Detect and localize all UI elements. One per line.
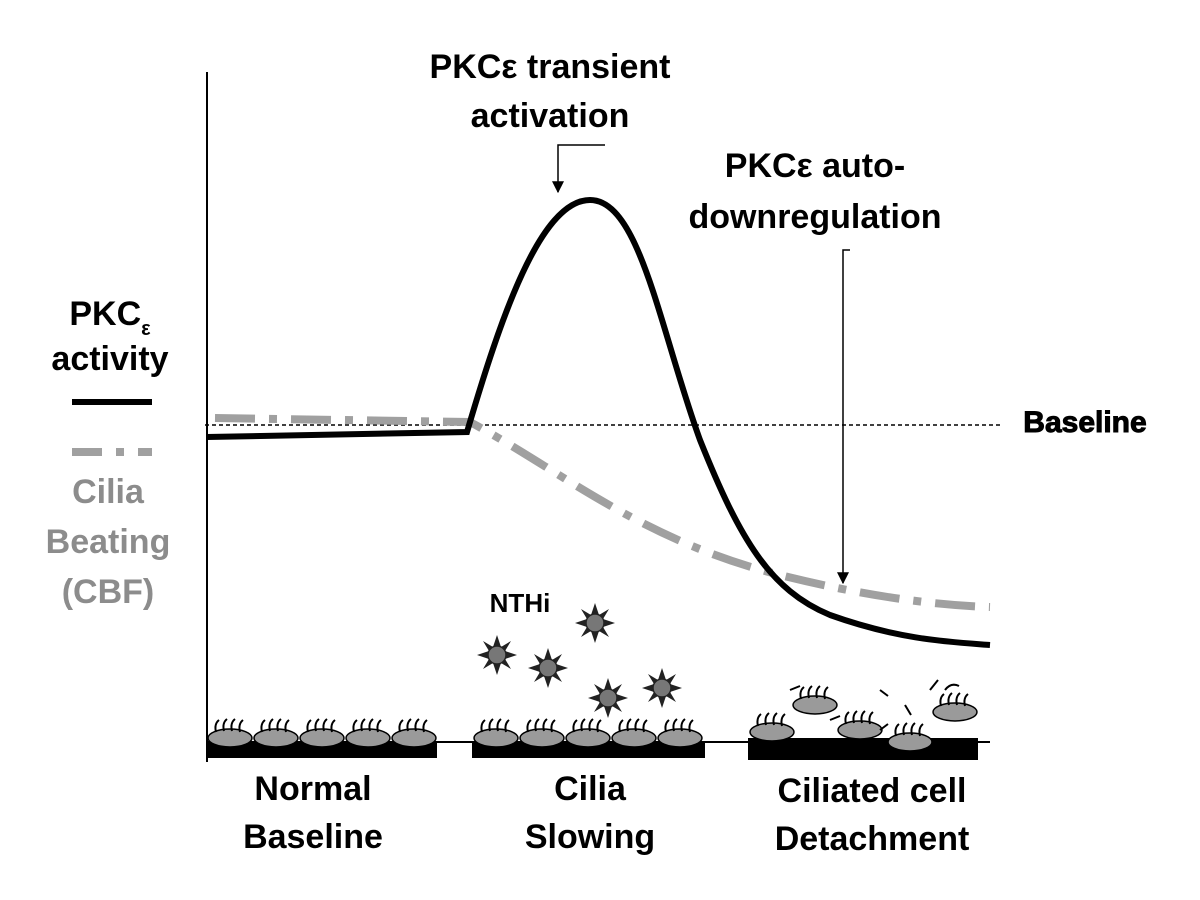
pathogen-label: NTHi (490, 588, 551, 618)
annotation: PKCε transient (430, 48, 671, 86)
arrow (552, 144, 605, 194)
stage-label: Normal (254, 770, 371, 808)
legend-label: PKC (69, 295, 141, 333)
stage-label: Slowing (525, 818, 655, 856)
baseline-label: Baseline (1023, 406, 1146, 439)
cells (207, 679, 978, 752)
legend-label: ε (141, 318, 151, 340)
legend-label: Cilia (72, 473, 145, 511)
stage-label: Cilia (554, 770, 627, 808)
stage-label: Ciliated cell (778, 772, 967, 810)
annotation: activation (471, 97, 630, 135)
legend-label: activity (51, 340, 168, 378)
epithelium (748, 738, 978, 760)
legend-label: PKCε (69, 295, 151, 340)
annotation: PKCε auto- (725, 147, 905, 185)
legend-label: Beating (46, 523, 171, 561)
cilia-curve (214, 414, 991, 611)
bacteria (476, 602, 683, 719)
annotation: downregulation (688, 198, 941, 236)
arrow (837, 249, 850, 585)
pkc-curve (206, 196, 991, 648)
legend-label: (CBF) (62, 573, 155, 611)
stage-label: Detachment (775, 820, 970, 858)
stage-label: Baseline (243, 818, 383, 856)
